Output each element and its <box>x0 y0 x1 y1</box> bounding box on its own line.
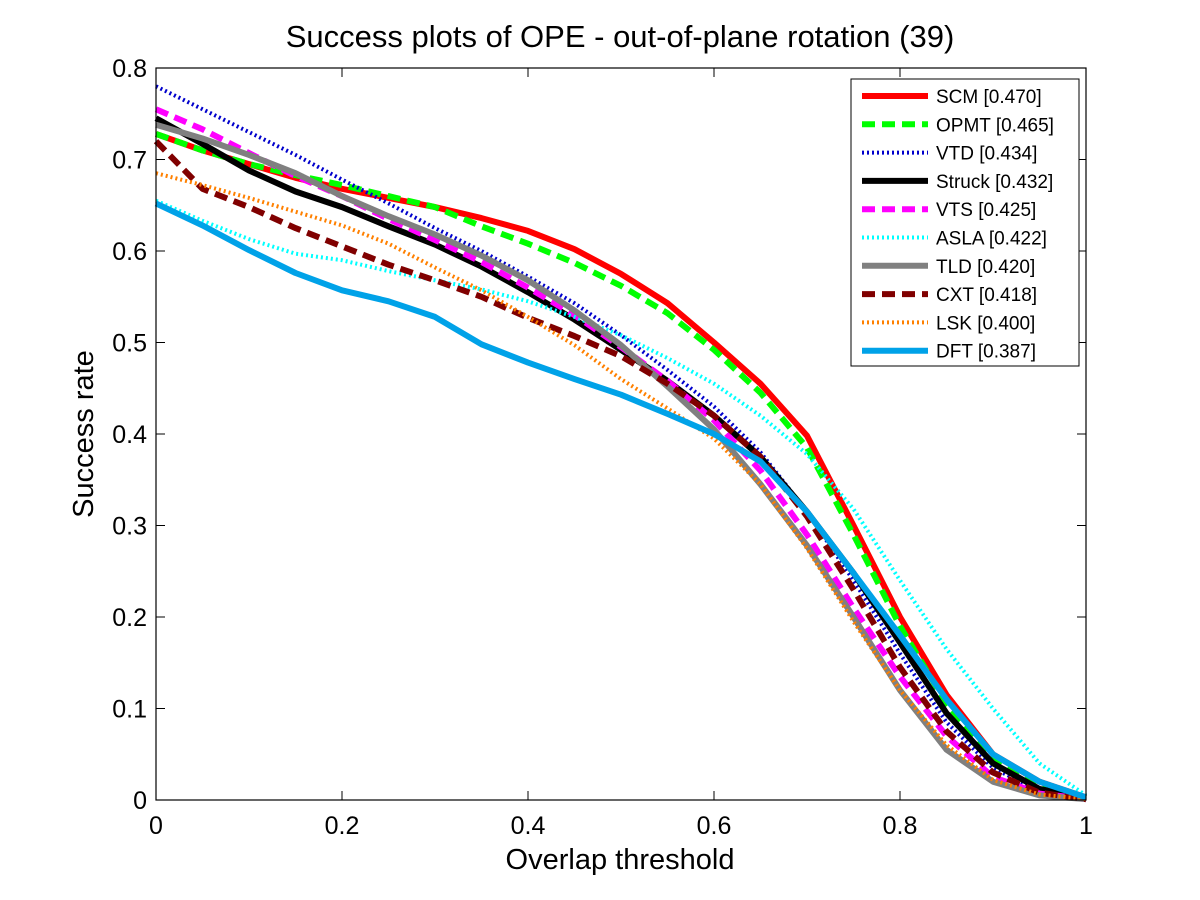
legend-label-7: CXT [0.418] <box>936 285 1037 306</box>
y-tick-label-1: 0.1 <box>112 696 147 724</box>
legend-label-1: OPMT [0.465] <box>936 115 1054 136</box>
series-line-6 <box>155 121 1087 803</box>
series-line-8 <box>155 171 1087 802</box>
legend-label-9: DFT [0.387] <box>936 342 1036 363</box>
tick-layer: 0 0.2 0.4 0.6 0.8 1 0 0.1 0.2 0.3 0.4 0.5 0.6 0.7 0.8 <box>112 55 1093 840</box>
y-axis-label: Success rate <box>68 350 100 518</box>
y-tick-label-0: 0 <box>133 787 147 815</box>
y-tick-label-7: 0.7 <box>112 147 147 175</box>
y-tick-label-2: 0.2 <box>112 604 147 632</box>
series-line-9 <box>154 200 1087 801</box>
x-tick-label-2: 0.4 <box>511 812 546 840</box>
x-tick-label-4: 0.8 <box>883 812 918 840</box>
y-tick-label-6: 0.6 <box>112 238 147 266</box>
legend-label-5: ASLA [0.422] <box>936 229 1047 250</box>
x-tick-label-0: 0 <box>149 812 163 840</box>
y-tick-label-5: 0.5 <box>112 330 147 358</box>
legend-label-4: VTS [0.425] <box>936 200 1036 221</box>
x-tick-label-1: 0.2 <box>325 812 360 840</box>
x-tick-label-5: 1 <box>1079 812 1093 840</box>
legend-label-0: SCM [0.470] <box>936 87 1042 108</box>
x-axis-label: Overlap threshold <box>506 844 735 876</box>
legend-label-2: VTD [0.434] <box>936 144 1037 165</box>
series-line-5 <box>155 198 1088 798</box>
y-tick-label-4: 0.4 <box>112 421 147 449</box>
y-tick-label-3: 0.3 <box>112 513 147 541</box>
x-tick-label-3: 0.6 <box>697 812 732 840</box>
series-line-7 <box>153 139 1087 803</box>
legend-label-3: Struck [0.432] <box>936 172 1053 193</box>
legend-label-6: TLD [0.420] <box>936 257 1035 278</box>
legend-label-8: LSK [0.400] <box>936 313 1035 334</box>
legend-box <box>850 78 1080 367</box>
y-tick-label-8: 0.8 <box>112 55 147 83</box>
series-line-2 <box>155 84 1087 801</box>
series-layer <box>153 84 1088 803</box>
chart-title: Success plots of OPE - out-of-plane rota… <box>286 19 955 54</box>
legend: SCM [0.470] OPMT [0.465] VTD [0.434] Struck… <box>850 78 1080 367</box>
